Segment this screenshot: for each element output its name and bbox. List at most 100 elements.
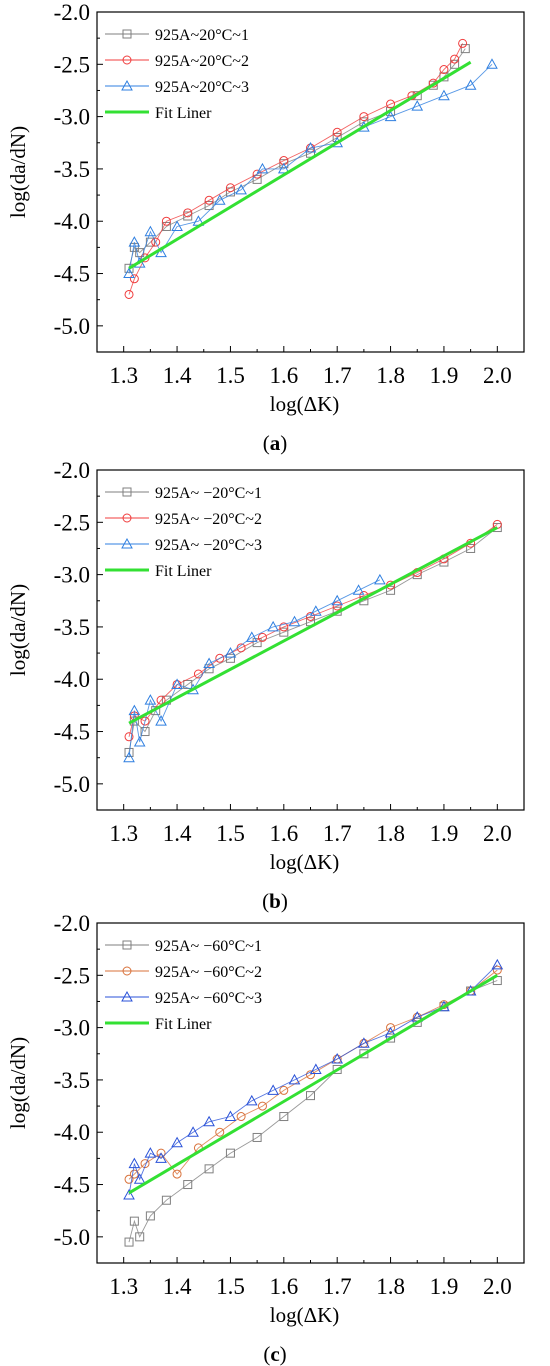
data-point [215,653,225,663]
y-axis-label: log(da/dN) [6,584,30,676]
data-point [225,1148,235,1158]
y-tick-label: -4.5 [54,720,90,745]
data-point [412,1017,422,1027]
y-tick-label: -5.0 [54,314,90,339]
data-point [386,99,396,109]
data-point [460,44,470,54]
data-point [277,162,290,174]
y-tick-label: -2.0 [54,911,90,936]
legend-item: Fit Liner [105,1016,212,1033]
legend-item: 925A~ −60°C~2 [105,964,262,981]
series-3 [123,573,386,763]
data-point [183,208,193,218]
x-tick-label: 1.8 [376,821,405,846]
data-point [235,183,247,195]
data-point [187,1126,199,1137]
y-tick-label: -3.0 [54,1016,90,1041]
data-point [374,573,386,585]
data-point [450,59,460,69]
data-point [279,1112,289,1122]
legend-marker [121,79,133,91]
data-point [439,65,449,75]
data-point [124,289,134,299]
data-point [123,267,135,279]
data-point [213,194,226,205]
data-point [156,1148,166,1158]
y-tick-label: -4.0 [54,209,90,234]
data-point [128,704,141,716]
legend-label: 925A~20°C~1 [155,27,249,44]
data-point [124,1237,134,1247]
legend-marker [122,55,132,65]
data-point [161,1195,171,1205]
data-point [128,236,141,247]
data-point [352,584,365,595]
series-4 [128,526,499,725]
x-axis-label: log(ΔK) [270,392,340,416]
data-point [144,225,157,237]
data-point [358,1037,370,1048]
data-point [172,1169,182,1179]
data-point [359,1049,369,1059]
data-point [279,159,289,169]
data-point [332,601,342,611]
x-tick-label: 1.9 [430,821,459,846]
data-point [215,1127,225,1137]
legend-item: 925A~ −60°C~1 [105,938,262,955]
data-point [156,695,166,705]
data-point [204,1164,214,1174]
series-4 [128,60,472,270]
legend-label: 925A~ −20°C~1 [155,485,262,502]
y-tick-label: -4.5 [54,1173,90,1198]
legend: 925A~ −20°C~1 925A~ −20°C~2 925A~ −20°C~3 F… [105,485,262,580]
x-tick-label: 1.9 [430,363,459,388]
data-point [224,647,237,658]
panel-label: (a) [263,431,288,455]
data-point [135,1232,145,1242]
data-point [309,1063,322,1074]
data-point [252,169,262,179]
data-point [224,1110,237,1122]
data-point [304,141,317,153]
data-point [155,1152,167,1163]
data-point [123,1188,135,1200]
data-point [144,694,157,705]
series-3 [123,58,498,279]
x-tick-label: 1.4 [163,363,192,388]
data-point [458,38,468,48]
x-tick-label: 1.5 [216,363,245,388]
data-point [252,1132,262,1142]
x-tick-label: 1.4 [163,821,192,846]
legend-item: 925A~ −20°C~2 [105,511,262,528]
x-tick-label: 1.3 [109,1274,138,1299]
legend-item: 925A~ −60°C~3 [105,990,262,1007]
data-point [133,735,146,747]
data-point [332,1064,342,1074]
legend-item: 925A~ −20°C~1 [105,485,262,502]
data-point [306,1091,315,1101]
data-point [145,1211,155,1221]
x-tick-label: 1.6 [269,363,298,388]
chart-panel-b: -2.0 -2.5 -3.0 -3.5 -4.0 -4.5 -5.0 1.3 1.4 1.5 1.6… [6,458,525,913]
legend-label: Fit Liner [155,1016,212,1033]
data-point [144,1147,157,1158]
data-point [252,638,262,648]
data-point [124,1174,134,1184]
x-tick-label: 1.6 [269,821,298,846]
data-point [450,54,460,64]
legend-label: 925A~20°C~3 [155,79,249,96]
legend-marker [121,990,133,1002]
legend-item: 925A~ −20°C~3 [105,537,262,554]
fit-line [128,60,472,270]
data-point [151,237,161,247]
data-point [411,100,424,111]
legend: 925A~20°C~1 925A~20°C~2 925A~20°C~3 Fit Lin… [105,27,249,122]
chart-panel-c: -2.0 -2.5 -3.0 -3.5 -4.0 -4.5 -5.0 1.3 1.4 1.5 1.6… [6,911,525,1366]
data-point [359,112,369,122]
data-point [183,679,193,689]
data-point [183,211,193,221]
data-point [439,557,449,567]
data-point [204,195,214,205]
legend-label: 925A~ −60°C~1 [155,938,262,955]
